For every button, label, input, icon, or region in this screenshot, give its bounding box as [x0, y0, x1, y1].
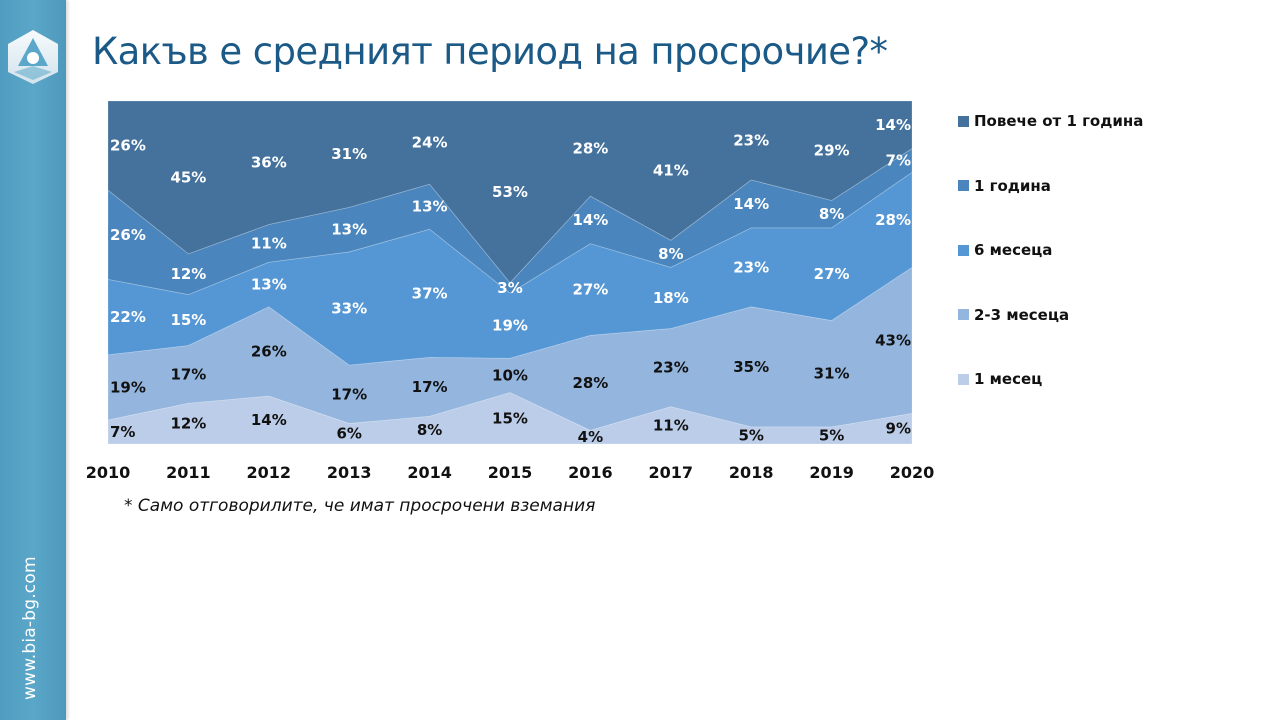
x-tick-label: 2019 [809, 463, 854, 482]
chart-data-labels: 7% 12% 14% 6% 8% 15% 4% 11% 5% 5% 9% 19% 17% 26% 17% 17… [110, 116, 911, 446]
sidebar: www.bia-bg.com [0, 0, 66, 720]
area-series-0 [107, 392, 913, 445]
data-label: 23% [733, 258, 769, 276]
data-label: 26% [110, 137, 146, 155]
legend-item: 2-3 месеца [958, 306, 1069, 324]
data-label: 9% [886, 420, 911, 438]
data-label: 6% [336, 425, 361, 443]
legend-label: 1 година [974, 176, 1051, 195]
data-label: 3% [497, 279, 522, 297]
data-label: 5% [738, 426, 763, 444]
data-label: 13% [251, 276, 287, 294]
x-tick-label: 2014 [407, 463, 452, 482]
data-label: 12% [170, 265, 206, 283]
x-tick-label: 2018 [729, 463, 774, 482]
legend-swatch [958, 115, 969, 127]
data-label: 17% [170, 365, 206, 383]
data-label: 31% [331, 145, 367, 163]
data-label: 19% [492, 317, 528, 335]
chart-areas [107, 100, 913, 445]
legend-label: 6 месеца [974, 241, 1053, 259]
data-label: 18% [653, 289, 689, 307]
legend-item: 6 месеца [958, 241, 1052, 259]
data-label: 14% [251, 411, 287, 429]
data-label: 12% [170, 415, 206, 433]
x-tick-label: 2010 [86, 463, 131, 482]
data-label: 29% [814, 142, 850, 160]
data-label: 36% [251, 154, 287, 172]
area-series-1 [107, 266, 913, 431]
data-label: 28% [572, 374, 608, 392]
data-label: 23% [653, 359, 689, 377]
x-tick-label: 2020 [890, 463, 935, 482]
data-label: 17% [331, 385, 367, 403]
legend-item: 1 година [958, 177, 1051, 195]
data-label: 33% [331, 300, 367, 318]
data-label: 22% [110, 308, 146, 326]
data-label: 7% [110, 423, 135, 441]
data-label: 15% [492, 409, 528, 427]
data-label: 4% [578, 428, 603, 446]
area-series-4 [107, 100, 913, 284]
legend-swatch [958, 244, 969, 256]
legend-swatch [958, 180, 969, 191]
data-label: 11% [251, 234, 287, 252]
legend-swatch [958, 309, 969, 320]
data-label: 41% [653, 162, 689, 180]
data-label: 17% [412, 378, 448, 396]
x-tick-label: 2015 [488, 463, 533, 482]
data-label: 13% [331, 221, 367, 239]
data-label: 13% [412, 198, 448, 216]
data-label: 19% [110, 378, 146, 396]
legend-swatch [958, 373, 969, 385]
x-tick-label: 2011 [166, 463, 211, 482]
data-label: 23% [733, 131, 769, 149]
chart-x-axis-ticks: 2010 2011 2012 2013 2014 2015 2016 2017 2018 2019… [86, 463, 935, 482]
data-label: 15% [170, 311, 206, 329]
data-label: 27% [572, 280, 608, 298]
x-tick-label: 2012 [247, 463, 292, 482]
legend-item: 1 месец [958, 370, 1042, 388]
data-label: 35% [733, 358, 769, 376]
x-tick-label: 2017 [649, 463, 694, 482]
data-label: 8% [417, 421, 442, 439]
data-label: 24% [412, 134, 448, 152]
data-label: 26% [251, 342, 287, 360]
bia-logo-icon [8, 30, 58, 84]
legend-label: Повече от 1 година [974, 112, 1144, 130]
data-label: 27% [814, 265, 850, 283]
data-label: 14% [733, 195, 769, 213]
area-series-3 [107, 147, 913, 295]
data-label: 11% [653, 416, 689, 434]
data-label: 8% [819, 205, 844, 223]
data-label: 10% [492, 366, 528, 384]
legend-item: Повече от 1 година [958, 112, 1143, 130]
data-label: 45% [170, 168, 206, 186]
data-label: 28% [875, 211, 911, 229]
data-label: 43% [875, 331, 911, 349]
data-label: 14% [572, 211, 608, 229]
data-label: 26% [110, 226, 146, 244]
data-label: 53% [492, 183, 528, 201]
x-tick-label: 2013 [327, 463, 372, 482]
data-label: 8% [658, 245, 683, 263]
footnote: * Само отговорилите, че имат просрочени … [124, 496, 596, 516]
legend-label: 1 месец [974, 370, 1043, 388]
data-label: 14% [875, 116, 911, 134]
data-label: 28% [572, 140, 608, 158]
legend-label: 2-3 месеца [974, 305, 1070, 324]
page-title: Какъв е средният период на просрочие?* [92, 30, 888, 73]
data-label: 31% [814, 365, 850, 383]
data-label: 7% [886, 151, 911, 169]
x-tick-label: 2016 [568, 463, 613, 482]
data-label: 5% [819, 426, 844, 444]
data-label: 37% [412, 284, 448, 302]
